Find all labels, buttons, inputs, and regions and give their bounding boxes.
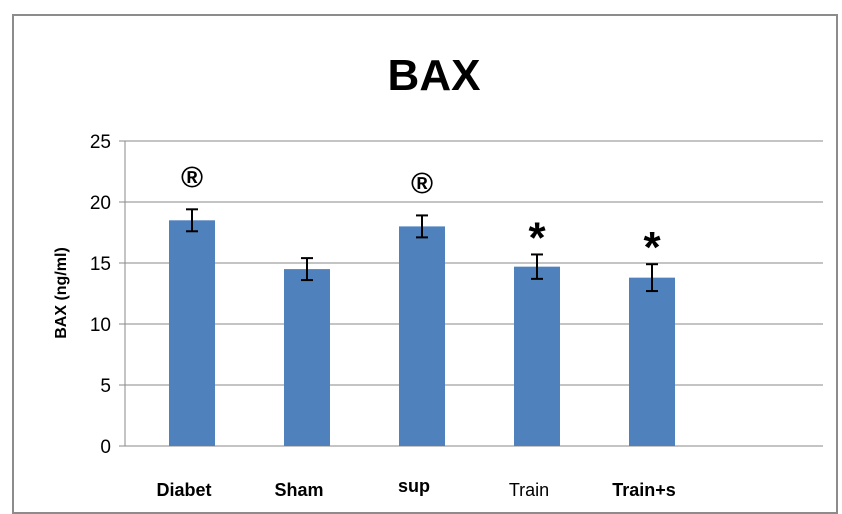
- significance-star: *: [643, 223, 661, 272]
- x-tick-label: sup: [398, 476, 430, 496]
- y-tick-label: 25: [90, 132, 111, 153]
- y-tick-label: 20: [90, 193, 111, 214]
- x-tick-label: Diabet: [156, 480, 211, 500]
- chart-title: BAX: [388, 51, 481, 100]
- x-tick-label: Train: [509, 480, 549, 500]
- y-axis-label: BAX (ng/ml): [53, 247, 70, 339]
- bar-train-s: [629, 277, 675, 446]
- y-tick-label: 5: [100, 376, 111, 397]
- x-tick-label: Sham: [274, 480, 323, 500]
- bar-sham: [284, 269, 330, 446]
- y-tick-label: 0: [100, 437, 111, 458]
- registered-mark: ®: [181, 161, 203, 194]
- bar-diabet: [169, 220, 215, 446]
- significance-star: *: [528, 213, 546, 262]
- bar-train: [514, 266, 560, 446]
- bar-sup: [399, 226, 445, 446]
- y-tick-label: 15: [90, 254, 111, 275]
- x-tick-label: Train+s: [612, 480, 676, 500]
- y-tick-label: 10: [90, 315, 111, 336]
- registered-mark: ®: [411, 167, 433, 200]
